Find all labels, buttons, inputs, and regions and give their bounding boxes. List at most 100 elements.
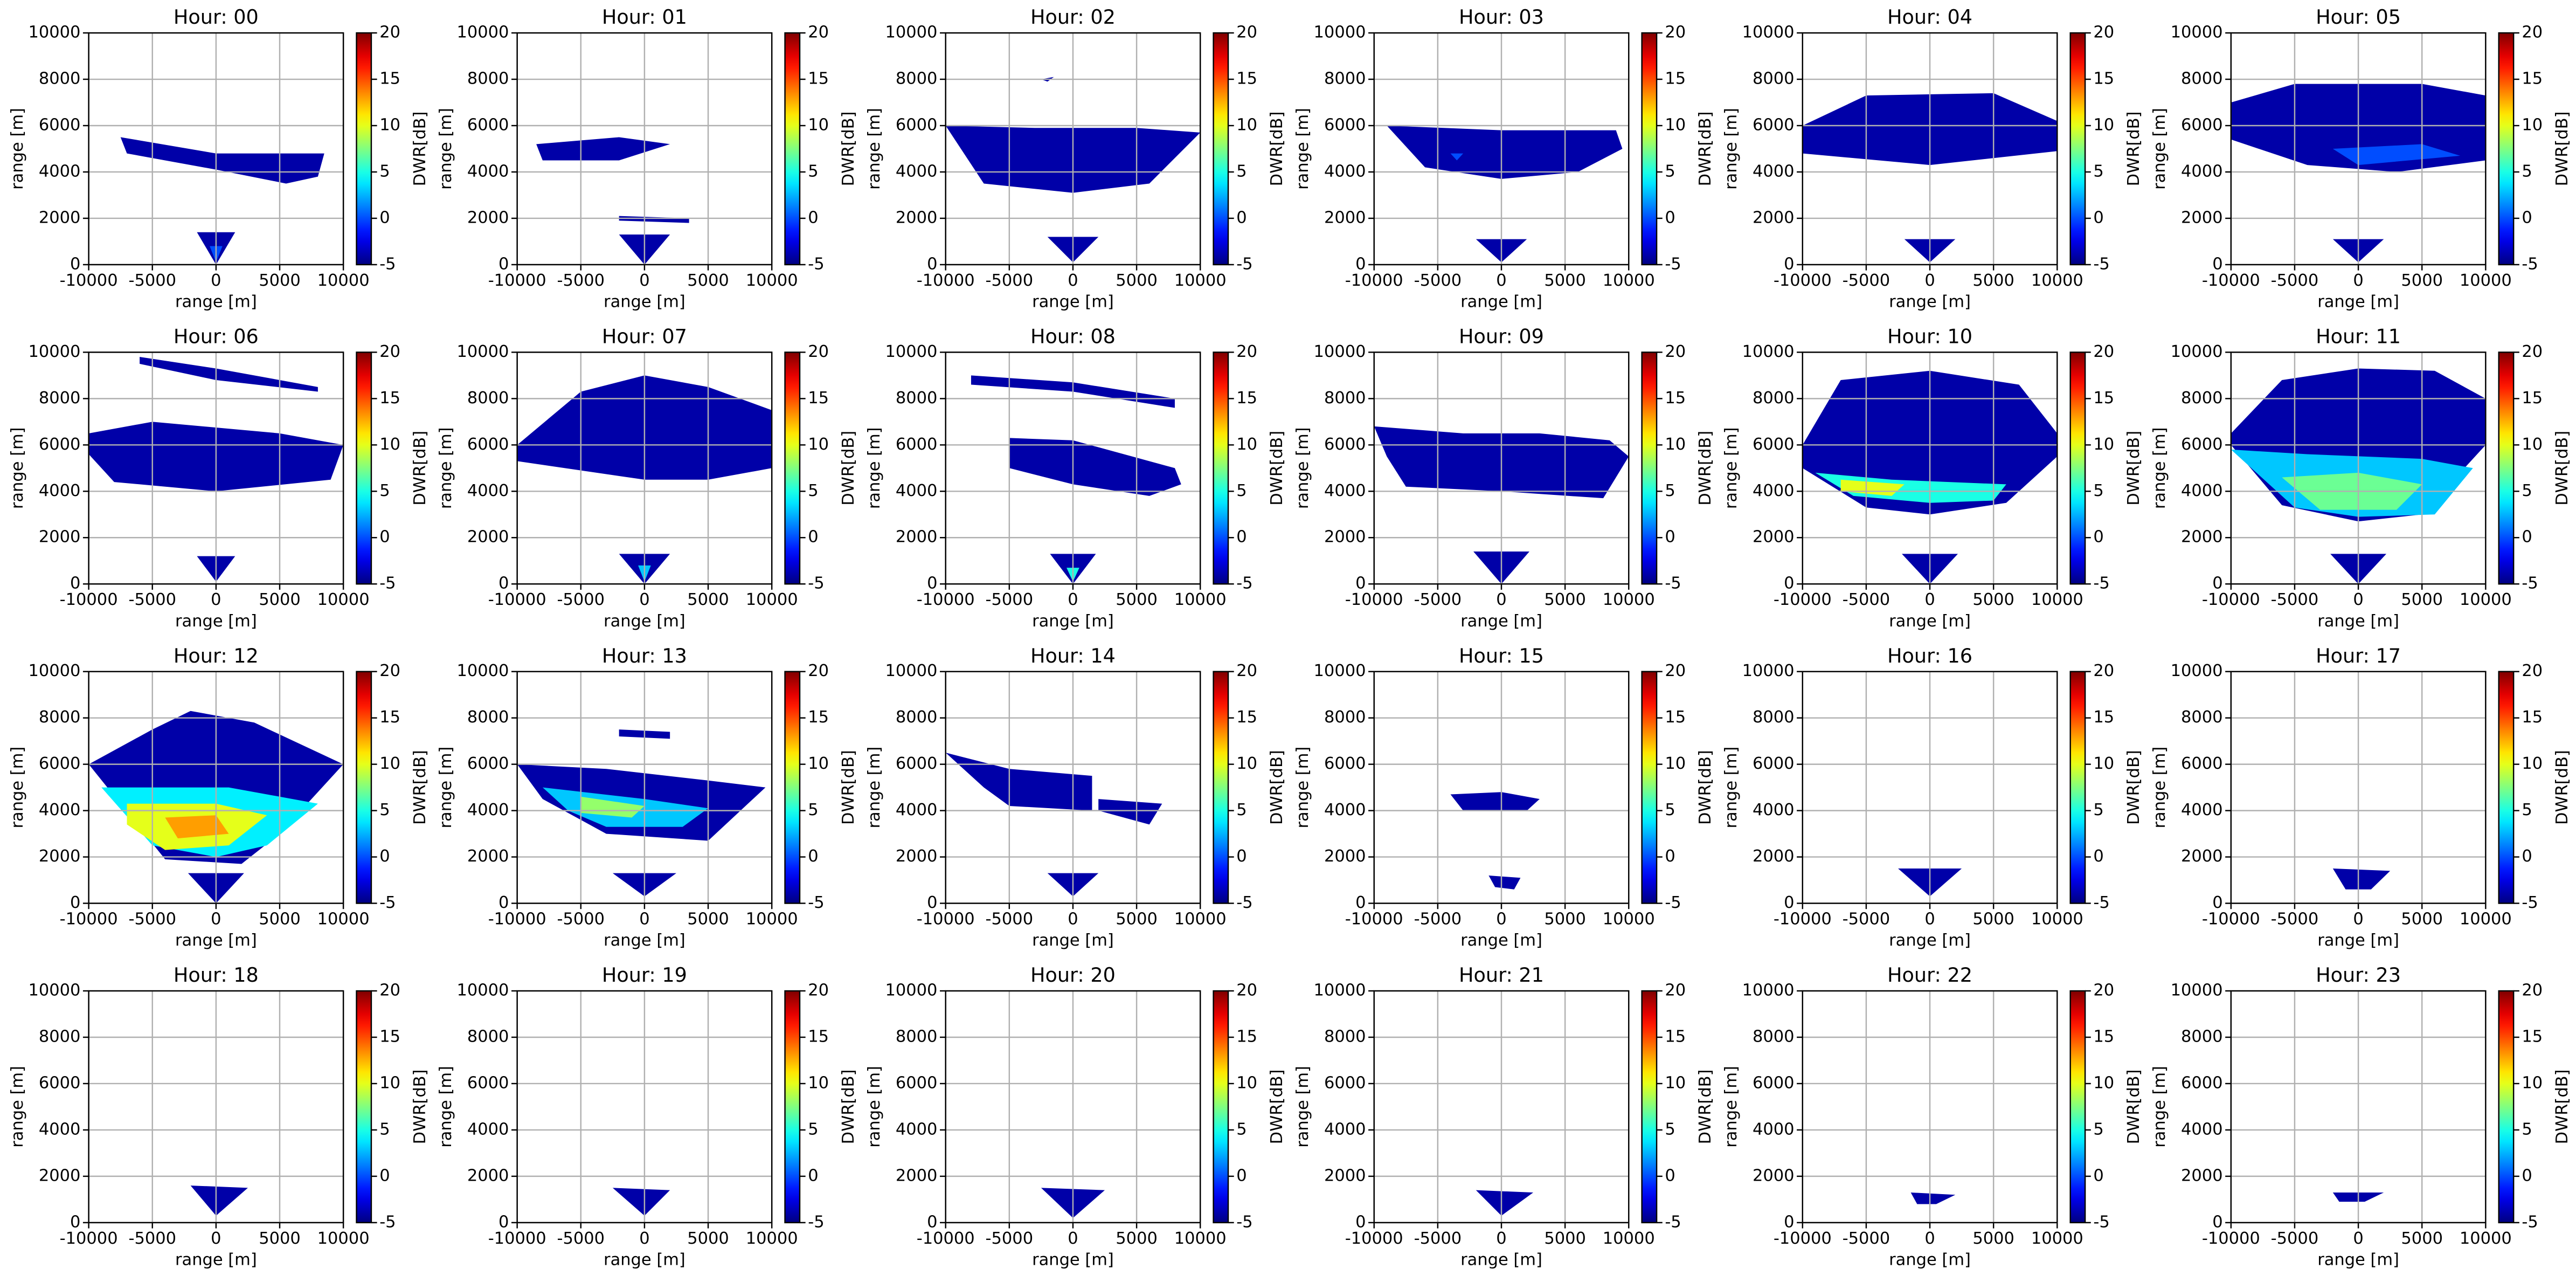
y-axis-label: range [m] bbox=[437, 108, 455, 190]
colorbar-tick-label: 5 bbox=[2093, 162, 2103, 181]
axes-frame bbox=[2230, 990, 2487, 1224]
x-tick-label: -5000 bbox=[557, 590, 605, 609]
colorbar-tick-label: -5 bbox=[1236, 893, 1252, 912]
x-tick-label: 0 bbox=[2353, 590, 2363, 609]
y-tick-label: 0 bbox=[70, 893, 80, 912]
x-tick-label: 0 bbox=[1068, 910, 1078, 929]
panel: -10000 -5000 0 5000 10000 0 2000 4000 6000 8000 10… bbox=[437, 325, 858, 630]
colorbar-tick-label: 20 bbox=[808, 23, 829, 42]
x-axis-label: range [m] bbox=[1889, 293, 1971, 312]
colorbar bbox=[784, 32, 801, 266]
colorbar-label: DWR[dB] bbox=[1268, 750, 1286, 825]
y-tick-label: 6000 bbox=[896, 435, 938, 454]
axes-frame bbox=[1373, 351, 1630, 585]
y-tick-label: 0 bbox=[70, 1212, 80, 1231]
colorbar bbox=[1213, 990, 1229, 1224]
dwr-region bbox=[1476, 1190, 1534, 1216]
colorbar-label: DWR[dB] bbox=[1696, 112, 1715, 187]
x-tick-label: 10000 bbox=[2031, 1229, 2083, 1248]
colorbar-label: DWR[dB] bbox=[839, 112, 858, 187]
colorbar-tick-label: 20 bbox=[1665, 342, 1686, 361]
colorbar-tick-label: 0 bbox=[1236, 847, 1247, 866]
panel: -10000 -5000 0 5000 10000 0 2000 4000 6000 8000 10… bbox=[1722, 325, 2143, 630]
colorbar bbox=[784, 990, 801, 1224]
panel: -10000 -5000 0 5000 10000 0 2000 4000 6000 8000 10… bbox=[865, 5, 1286, 311]
colorbar-tick-label: 5 bbox=[379, 1120, 390, 1139]
x-tick-label: -10000 bbox=[2202, 271, 2260, 290]
x-tick-label: 0 bbox=[2353, 910, 2363, 929]
x-tick-label: -5000 bbox=[986, 910, 1034, 929]
y-tick-label: 4000 bbox=[39, 1120, 81, 1139]
colorbar-tick-label: 15 bbox=[2522, 70, 2543, 88]
x-tick-label: -5000 bbox=[1414, 1229, 1462, 1248]
y-tick-label: 4000 bbox=[1324, 1120, 1366, 1139]
colorbar bbox=[1641, 32, 1658, 266]
colorbar-tick-label: 15 bbox=[808, 1027, 829, 1046]
y-axis-label: range [m] bbox=[1722, 108, 1741, 190]
x-axis-label: range [m] bbox=[175, 1250, 257, 1269]
panel-title: Hour: 05 bbox=[2316, 5, 2401, 29]
colorbar bbox=[1213, 32, 1229, 266]
y-tick-label: 6000 bbox=[2181, 435, 2223, 454]
y-tick-label: 2000 bbox=[1753, 528, 1795, 547]
y-tick-label: 10000 bbox=[456, 981, 509, 1000]
y-tick-label: 4000 bbox=[2181, 481, 2223, 500]
y-tick-label: 10000 bbox=[28, 661, 80, 680]
y-tick-label: 6000 bbox=[2181, 116, 2223, 135]
colorbar-tick-label: 0 bbox=[2522, 528, 2532, 547]
x-tick-label: 10000 bbox=[317, 590, 370, 609]
colorbar-label: DWR[dB] bbox=[2553, 431, 2572, 506]
colorbar-tick-label: 10 bbox=[1236, 1073, 1257, 1092]
y-axis-label: range [m] bbox=[437, 747, 455, 829]
y-tick-label: 2000 bbox=[39, 847, 81, 866]
colorbar-label: DWR[dB] bbox=[411, 112, 430, 187]
colorbar-tick-label: -5 bbox=[379, 574, 396, 593]
colorbar-tick-label: 5 bbox=[379, 162, 390, 181]
x-tick-label: 0 bbox=[1924, 271, 1935, 290]
x-tick-label: 10000 bbox=[746, 910, 798, 929]
x-tick-label: -10000 bbox=[1345, 910, 1403, 929]
dwr-region bbox=[190, 1185, 248, 1216]
colorbar-tick-label: -5 bbox=[808, 254, 824, 273]
x-axis-label: range [m] bbox=[2317, 1250, 2399, 1269]
x-axis-label: range [m] bbox=[175, 293, 257, 312]
y-axis-label: range [m] bbox=[2150, 747, 2169, 829]
y-tick-label: 2000 bbox=[896, 208, 938, 227]
y-axis-label: range [m] bbox=[1293, 427, 1312, 509]
x-tick-label: -10000 bbox=[917, 1229, 975, 1248]
colorbar-tick-label: -5 bbox=[808, 893, 824, 912]
y-tick-label: 6000 bbox=[896, 754, 938, 773]
colorbar-tick-label: -5 bbox=[1665, 893, 1681, 912]
x-axis-label: range [m] bbox=[175, 931, 257, 950]
x-tick-label: 10000 bbox=[317, 271, 370, 290]
colorbar-tick-label: 0 bbox=[808, 1166, 818, 1185]
y-tick-label: 8000 bbox=[467, 1027, 509, 1046]
y-axis-label: range [m] bbox=[1722, 747, 1741, 829]
panel-title: Hour: 01 bbox=[602, 5, 687, 29]
y-tick-label: 2000 bbox=[467, 1166, 509, 1185]
colorbar-tick-label: 5 bbox=[2093, 801, 2103, 819]
y-tick-label: 8000 bbox=[467, 389, 509, 408]
colorbar bbox=[1213, 351, 1229, 585]
y-tick-label: 10000 bbox=[1742, 342, 1795, 361]
x-axis-label: range [m] bbox=[175, 612, 257, 631]
y-tick-label: 10000 bbox=[885, 981, 938, 1000]
x-tick-label: -10000 bbox=[60, 910, 118, 929]
panel-title: Hour: 23 bbox=[2316, 963, 2401, 987]
axes-frame bbox=[516, 32, 773, 266]
x-tick-label: 5000 bbox=[687, 590, 729, 609]
panel-title: Hour: 15 bbox=[1459, 644, 1544, 667]
axes-frame bbox=[88, 990, 344, 1224]
x-tick-label: -5000 bbox=[557, 271, 605, 290]
colorbar-tick-label: -5 bbox=[1665, 574, 1681, 593]
x-axis-label: range [m] bbox=[1460, 293, 1542, 312]
colorbar-tick-label: -5 bbox=[2093, 574, 2109, 593]
x-tick-label: -10000 bbox=[1345, 1229, 1403, 1248]
colorbar-tick-label: -5 bbox=[1665, 254, 1681, 273]
y-tick-label: 8000 bbox=[896, 1027, 938, 1046]
x-axis-label: range [m] bbox=[2317, 612, 2399, 631]
panel-title: Hour: 02 bbox=[1030, 5, 1116, 29]
y-tick-label: 8000 bbox=[1324, 1027, 1366, 1046]
x-tick-label: 0 bbox=[1068, 1229, 1078, 1248]
y-tick-label: 10000 bbox=[2171, 661, 2223, 680]
